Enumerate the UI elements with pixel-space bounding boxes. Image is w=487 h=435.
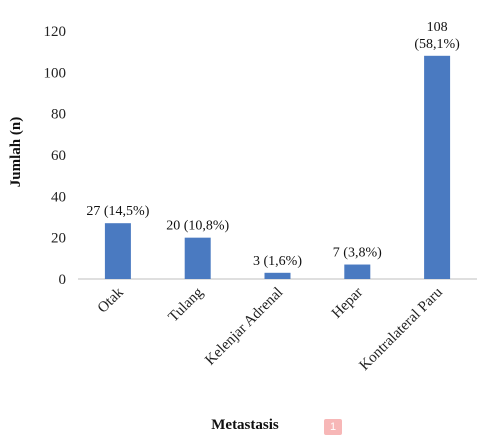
bar <box>344 264 371 279</box>
page-badge: 1 <box>324 419 342 435</box>
bars <box>104 55 451 279</box>
y-tick-label: 40 <box>51 189 66 205</box>
data-label: 7 (3,8%) <box>333 246 382 261</box>
x-tick-label: Tulang <box>166 284 207 325</box>
data-label: 108 <box>427 20 448 35</box>
x-axis-title: Metastasis <box>211 417 279 433</box>
bar <box>424 55 451 279</box>
data-label: 3 (1,6%) <box>253 254 302 269</box>
data-label: (58,1%) <box>414 37 460 52</box>
y-tick-label: 60 <box>51 148 66 164</box>
y-tick-label: 120 <box>44 24 67 40</box>
bar <box>104 223 131 279</box>
x-tick-label: Kelenjar Adrenal <box>202 285 286 369</box>
x-tick-label: Otak <box>95 284 127 316</box>
y-axis-ticks: 0 20 40 60 80 100 120 <box>44 24 67 288</box>
y-tick-label: 80 <box>51 107 66 123</box>
x-tick-label: Kontralateral Paru <box>357 284 447 374</box>
x-tick-label: Hepar <box>329 285 366 322</box>
data-label: 20 (10,8%) <box>166 219 229 234</box>
y-tick-label: 0 <box>59 272 67 288</box>
y-tick-label: 20 <box>51 231 66 247</box>
bar <box>264 272 291 279</box>
data-label: 27 (14,5%) <box>86 204 149 219</box>
data-labels: 27 (14,5%) 20 (10,8%) 3 (1,6%) 7 (3,8%) 108 (… <box>86 20 460 269</box>
y-axis-title: Jumlah (n) <box>8 117 24 187</box>
y-tick-label: 100 <box>44 65 67 81</box>
bar <box>184 237 211 279</box>
